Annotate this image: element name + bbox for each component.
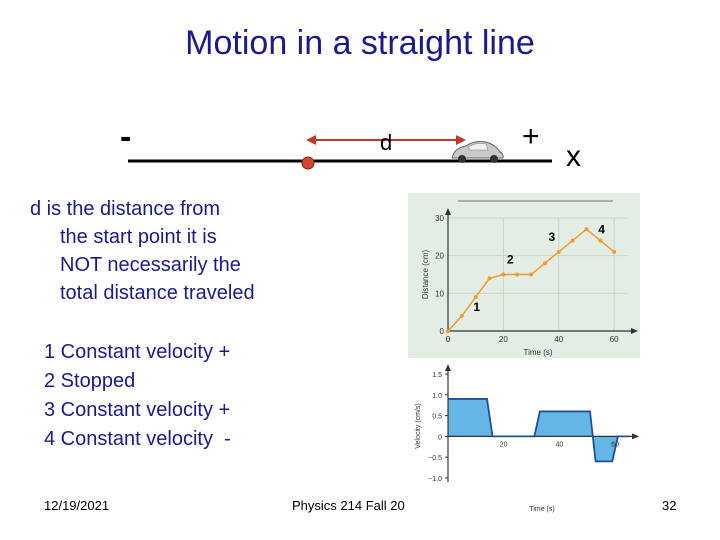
negative-direction-sign: - <box>120 118 132 156</box>
description-line: NOT necessarily the <box>60 254 241 276</box>
y-tick-label: 10 <box>435 289 444 298</box>
data-point <box>542 261 547 266</box>
positive-direction-sign: + <box>522 120 540 153</box>
description-line: the start point it is <box>60 226 217 248</box>
y-axis-arrow <box>445 364 451 371</box>
motion-list: 1 Constant velocity + 2 Stopped 3 Consta… <box>44 338 231 454</box>
y-axis-label: Velocity (cm/s) <box>415 403 422 449</box>
list-item: 1 Constant velocity + <box>44 341 231 363</box>
y-tick-label: 1.0 <box>432 393 442 400</box>
x-tick-label: 20 <box>499 335 508 344</box>
y-axis-label: Distance (cm) <box>421 249 430 299</box>
data-point <box>459 313 464 318</box>
car-icon <box>451 141 504 163</box>
description-line: d is the distance from <box>30 198 221 220</box>
x-tick-label: 20 <box>500 441 508 448</box>
list-item: 3 Constant velocity + <box>44 399 231 421</box>
velocity-area <box>448 398 629 462</box>
y-tick-label: 1.5 <box>432 372 442 379</box>
y-tick-label: 20 <box>435 252 444 261</box>
x-tick-label: 60 <box>611 441 619 448</box>
footer-page-number: 32 <box>662 498 677 513</box>
segment-annotation: 1 <box>473 300 480 314</box>
list-item: 2 Stopped <box>44 370 136 392</box>
data-point <box>487 276 492 281</box>
x-tick-label: 60 <box>610 335 619 344</box>
x-tick-label: 40 <box>554 335 563 344</box>
segment-annotation: 4 <box>598 222 605 236</box>
displacement-arrowhead-right <box>456 135 466 145</box>
x-axis-arrow <box>632 433 639 440</box>
data-point <box>473 295 478 300</box>
x-axis-label: Time (s) <box>523 348 552 357</box>
y-tick-label: 0.5 <box>432 414 442 421</box>
y-tick-label: −0.5 <box>428 455 442 462</box>
data-point <box>584 227 589 232</box>
description-line: total distance traveled <box>60 282 255 304</box>
series-line <box>448 398 629 463</box>
data-point <box>501 272 506 277</box>
y-tick-label: 0 <box>438 434 442 441</box>
displacement-arrowhead-left <box>306 135 316 145</box>
distance-chart-panel: 0 20 40 60 0 10 20 30 Time (s) Distance (cm) 1 2 3 4 <box>408 193 640 358</box>
data-point <box>556 249 561 254</box>
segment-annotation: 3 <box>548 230 555 244</box>
y-tick-label: 30 <box>435 214 444 223</box>
description-text: d is the distance from the start point i… <box>30 195 255 307</box>
data-point <box>598 238 603 243</box>
footer-course: Physics 214 Fall 20 <box>292 498 405 513</box>
displacement-label: d <box>380 130 393 155</box>
footer-date: 12/19/2021 <box>44 498 110 513</box>
x-tick-label: 40 <box>555 441 563 448</box>
data-point <box>612 249 617 254</box>
x-axis-label: Time (s) <box>529 506 554 513</box>
axis-label-x: x <box>566 140 581 173</box>
x-axis-arrow <box>631 328 638 334</box>
list-item: 4 Constant velocity - <box>44 428 231 450</box>
slide-title: Motion in a straight line <box>185 24 535 62</box>
y-tick-label: −1.0 <box>428 476 442 483</box>
distance-chart: 0 20 40 60 0 10 20 30 Time (s) Distance (cm) 1 2 3 4 <box>421 200 638 357</box>
x-tick-label: 0 <box>446 335 451 344</box>
y-axis-arrow <box>445 208 451 215</box>
series-line <box>447 228 615 332</box>
segment-annotation: 2 <box>507 252 514 266</box>
y-tick-label: 0 <box>440 327 445 336</box>
velocity-chart: 20 40 60 1.5 1.0 0.5 0 −0.5 −1.0 Time (s) Velocity… <box>415 364 639 513</box>
data-point <box>570 238 575 243</box>
data-point <box>446 329 450 333</box>
number-line-diagram <box>128 135 552 170</box>
data-point <box>529 272 534 277</box>
velocity-chart-panel: 20 40 60 1.5 1.0 0.5 0 −0.5 −1.0 Time (s) Velocity… <box>404 360 644 520</box>
start-point-marker <box>301 156 315 170</box>
data-point <box>515 272 520 277</box>
